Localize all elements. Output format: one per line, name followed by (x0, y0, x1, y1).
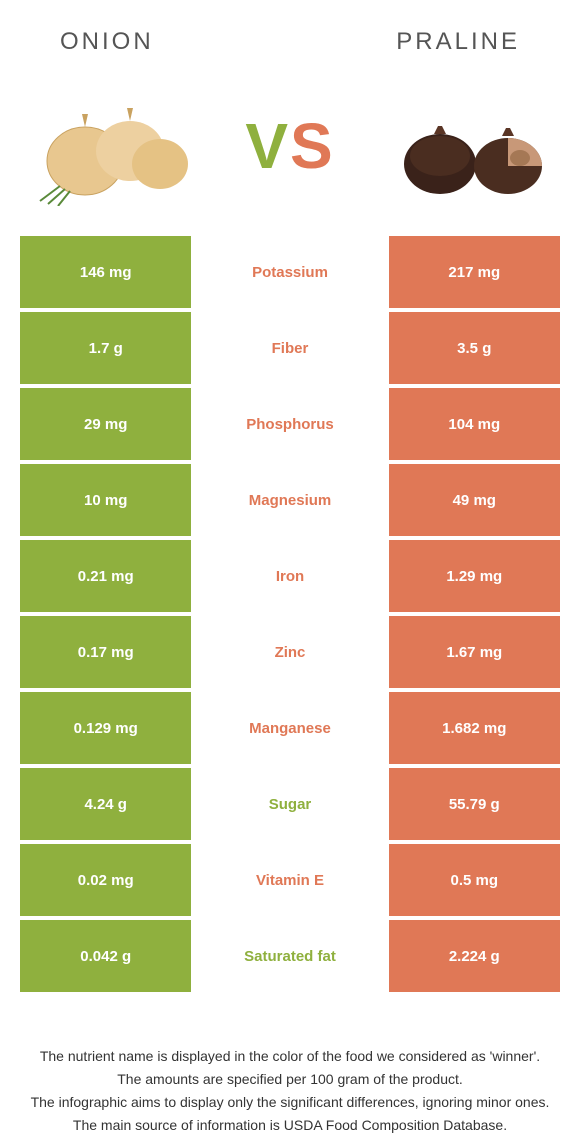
right-value: 217 mg (389, 236, 560, 308)
right-value: 1.682 mg (389, 692, 560, 764)
nutrient-label: Iron (191, 540, 388, 612)
right-value: 0.5 mg (389, 844, 560, 916)
footer-notes: The nutrient name is displayed in the co… (0, 996, 580, 1136)
left-value: 146 mg (20, 236, 191, 308)
table-row: 0.042 gSaturated fat2.224 g (20, 920, 560, 992)
nutrient-label: Zinc (191, 616, 388, 688)
table-row: 0.02 mgVitamin E0.5 mg (20, 844, 560, 916)
left-value: 0.17 mg (20, 616, 191, 688)
left-value: 0.042 g (20, 920, 191, 992)
right-food-title: PRALINE (396, 28, 520, 56)
table-row: 10 mgMagnesium49 mg (20, 464, 560, 536)
table-row: 29 mgPhosphorus104 mg (20, 388, 560, 460)
right-value: 104 mg (389, 388, 560, 460)
header: ONION PRALINE (0, 0, 580, 76)
right-value: 55.79 g (389, 768, 560, 840)
nutrient-label: Magnesium (191, 464, 388, 536)
praline-image (390, 86, 550, 206)
table-row: 0.21 mgIron1.29 mg (20, 540, 560, 612)
onion-image (30, 86, 190, 206)
right-value: 1.67 mg (389, 616, 560, 688)
left-food-title: ONION (60, 28, 154, 56)
table-row: 0.129 mgManganese1.682 mg (20, 692, 560, 764)
left-value: 0.21 mg (20, 540, 191, 612)
footer-line-2: The amounts are specified per 100 gram o… (30, 1069, 550, 1090)
table-row: 146 mgPotassium217 mg (20, 236, 560, 308)
left-value: 0.129 mg (20, 692, 191, 764)
right-value: 3.5 g (389, 312, 560, 384)
nutrient-label: Vitamin E (191, 844, 388, 916)
table-row: 0.17 mgZinc1.67 mg (20, 616, 560, 688)
nutrient-label: Saturated fat (191, 920, 388, 992)
right-value: 2.224 g (389, 920, 560, 992)
vs-label: VS (245, 109, 334, 183)
right-value: 49 mg (389, 464, 560, 536)
nutrient-label: Sugar (191, 768, 388, 840)
nutrient-label: Potassium (191, 236, 388, 308)
footer-line-1: The nutrient name is displayed in the co… (30, 1046, 550, 1067)
nutrient-label: Fiber (191, 312, 388, 384)
nutrient-table: 146 mgPotassium217 mg1.7 gFiber3.5 g29 m… (0, 236, 580, 992)
vs-s-letter: S (290, 110, 335, 182)
footer-line-3: The infographic aims to display only the… (30, 1092, 550, 1113)
table-row: 4.24 gSugar55.79 g (20, 768, 560, 840)
vs-row: VS (0, 76, 580, 236)
left-value: 29 mg (20, 388, 191, 460)
left-value: 4.24 g (20, 768, 191, 840)
vs-v-letter: V (245, 110, 290, 182)
left-value: 1.7 g (20, 312, 191, 384)
left-value: 10 mg (20, 464, 191, 536)
footer-line-4: The main source of information is USDA F… (30, 1115, 550, 1136)
nutrient-label: Phosphorus (191, 388, 388, 460)
table-row: 1.7 gFiber3.5 g (20, 312, 560, 384)
nutrient-label: Manganese (191, 692, 388, 764)
right-value: 1.29 mg (389, 540, 560, 612)
left-value: 0.02 mg (20, 844, 191, 916)
